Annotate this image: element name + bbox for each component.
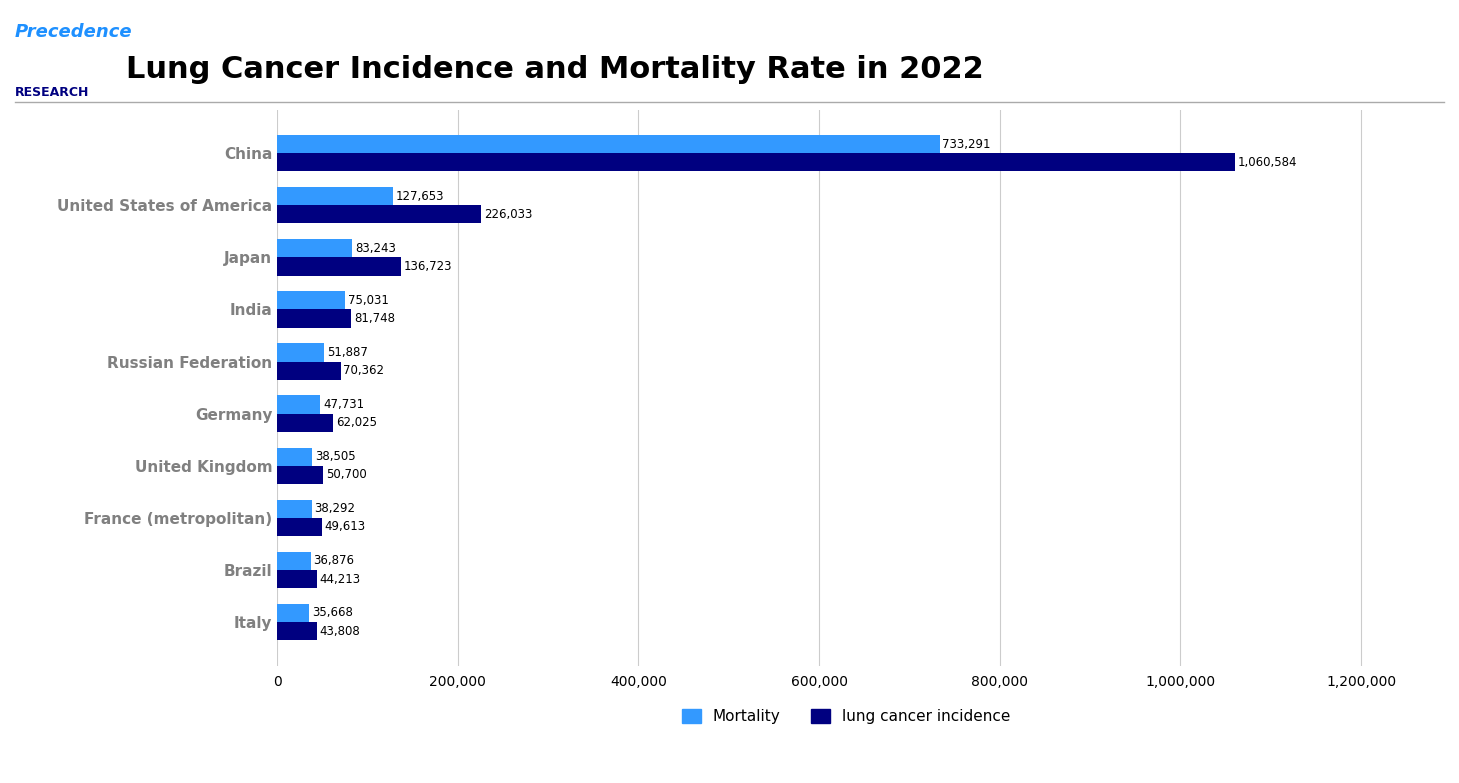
Text: 75,031: 75,031 [347,294,388,307]
Text: 81,748: 81,748 [353,312,395,325]
Bar [277,135,940,153]
Bar [277,291,344,309]
Bar [277,466,322,484]
Legend: Mortality, lung cancer incidence: Mortality, lung cancer incidence [676,703,1017,731]
Bar [277,153,1236,171]
Text: 38,292: 38,292 [315,502,356,515]
Text: 51,887: 51,887 [327,346,368,359]
Bar [277,500,312,518]
Text: RESEARCH: RESEARCH [15,86,89,99]
Text: 49,613: 49,613 [325,521,366,533]
Bar [277,604,309,622]
Text: 70,362: 70,362 [343,364,385,377]
Text: 83,243: 83,243 [355,242,395,254]
Text: 44,213: 44,213 [320,572,360,586]
Bar [277,187,392,205]
Text: 127,653: 127,653 [395,189,444,203]
Bar [277,362,341,380]
Bar [277,395,321,413]
Text: 50,700: 50,700 [325,468,366,482]
Bar [277,448,312,466]
Text: 226,033: 226,033 [484,207,533,221]
Bar [277,552,311,570]
Text: 1,060,584: 1,060,584 [1237,156,1297,169]
Bar [277,258,401,276]
Text: 47,731: 47,731 [322,398,365,411]
Bar [277,413,333,432]
Text: 43,808: 43,808 [320,625,360,637]
Text: 35,668: 35,668 [312,606,353,619]
Text: 136,723: 136,723 [403,260,452,273]
Bar [277,518,322,536]
Bar [277,205,481,223]
Text: 733,291: 733,291 [943,138,991,150]
Text: 36,876: 36,876 [314,554,355,568]
Text: 38,505: 38,505 [315,450,356,463]
Text: Lung Cancer Incidence and Mortality Rate in 2022: Lung Cancer Incidence and Mortality Rate… [125,55,983,84]
Bar [277,239,353,258]
Text: 62,025: 62,025 [336,417,376,429]
Bar [277,309,352,327]
Bar [277,622,317,640]
Text: Precedence: Precedence [15,23,133,41]
Bar [277,343,324,362]
Bar [277,570,317,588]
